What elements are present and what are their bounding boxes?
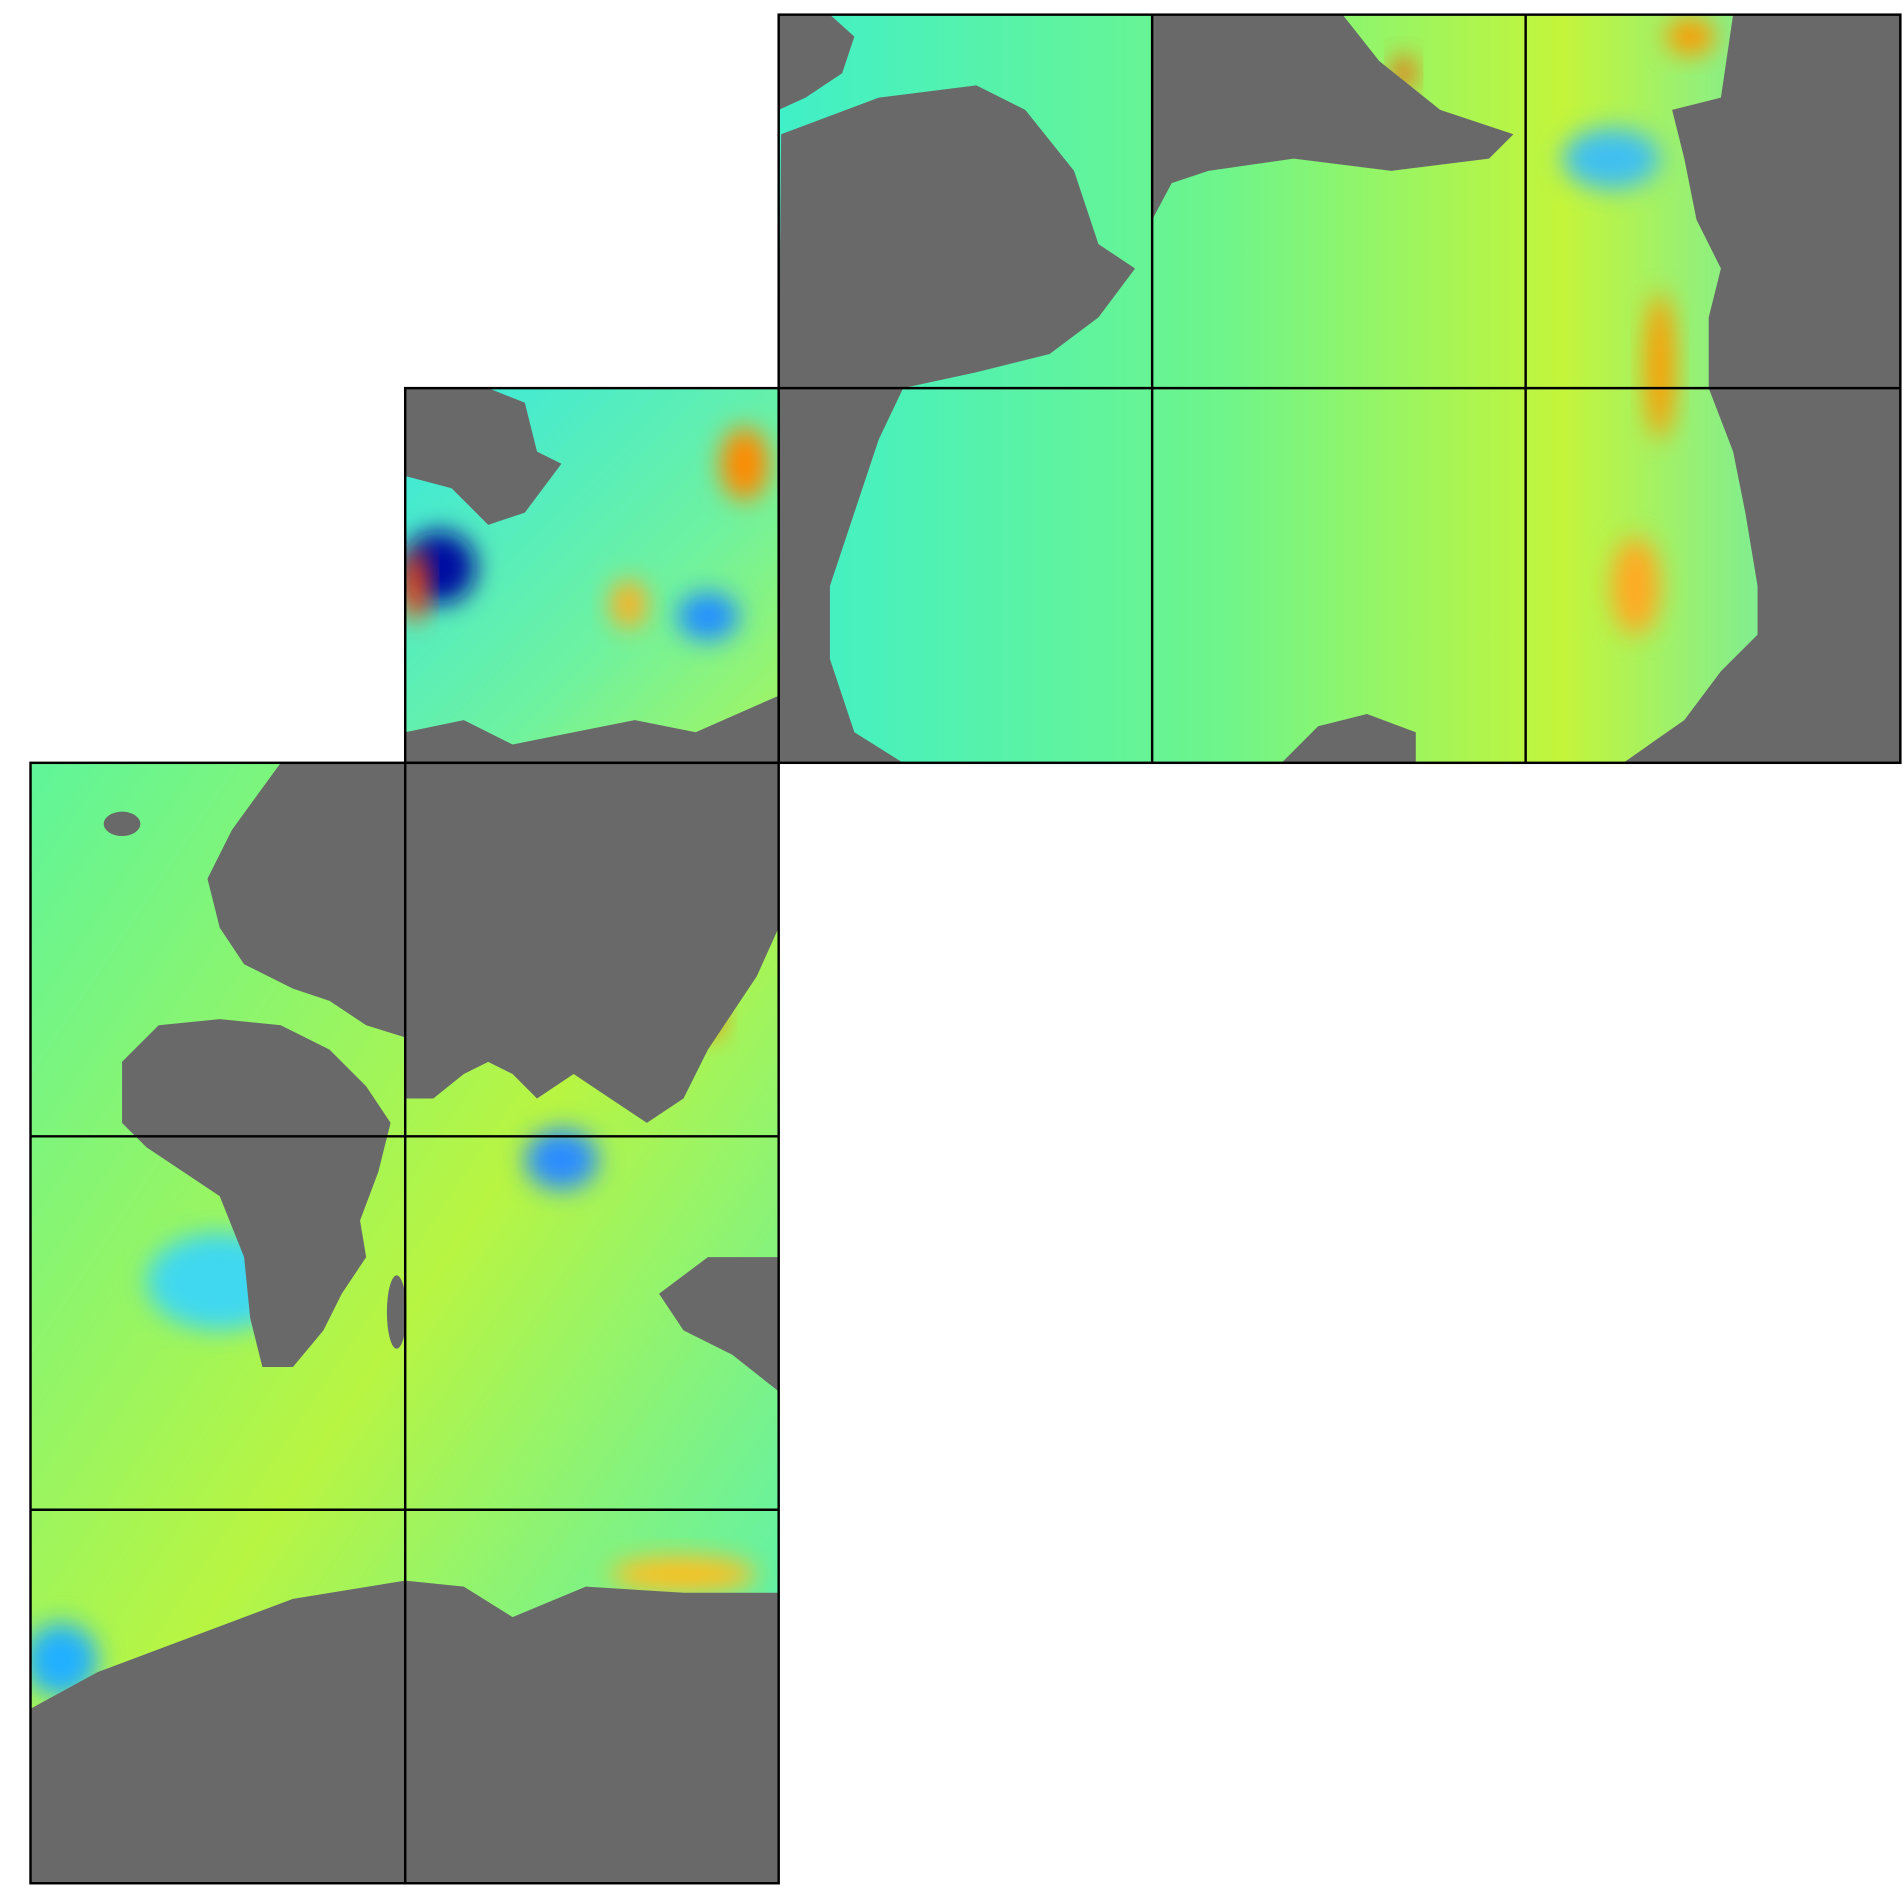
anomaly (610, 579, 647, 629)
land-asia (405, 762, 779, 1123)
land-greenland (405, 388, 562, 525)
anomaly (524, 1128, 599, 1190)
land-east (1672, 14, 1901, 389)
anomaly (1562, 128, 1660, 190)
panel-arctic (405, 388, 779, 763)
anomaly (1645, 292, 1675, 440)
anomaly (720, 427, 769, 501)
land-africa (122, 1019, 391, 1367)
land-eurasia (1152, 14, 1514, 220)
panel-atlantic-indian (30, 762, 779, 1884)
anomaly (1666, 18, 1715, 55)
land-southeast (1623, 388, 1901, 763)
anomaly (677, 591, 739, 641)
land-north (405, 695, 779, 763)
land-europe (207, 762, 406, 1038)
anomaly (30, 1623, 98, 1697)
land-island (103, 811, 141, 837)
land-south-america (778, 388, 904, 763)
land-northwest (778, 14, 855, 110)
land-north-america (778, 85, 1136, 389)
anomaly (610, 1556, 757, 1593)
anomaly (405, 549, 428, 623)
land-australia (659, 1257, 779, 1392)
anomaly (1611, 537, 1660, 635)
land-south (1281, 714, 1416, 763)
land-madagascar (386, 1275, 407, 1349)
tile-grid (29, 13, 1902, 1885)
